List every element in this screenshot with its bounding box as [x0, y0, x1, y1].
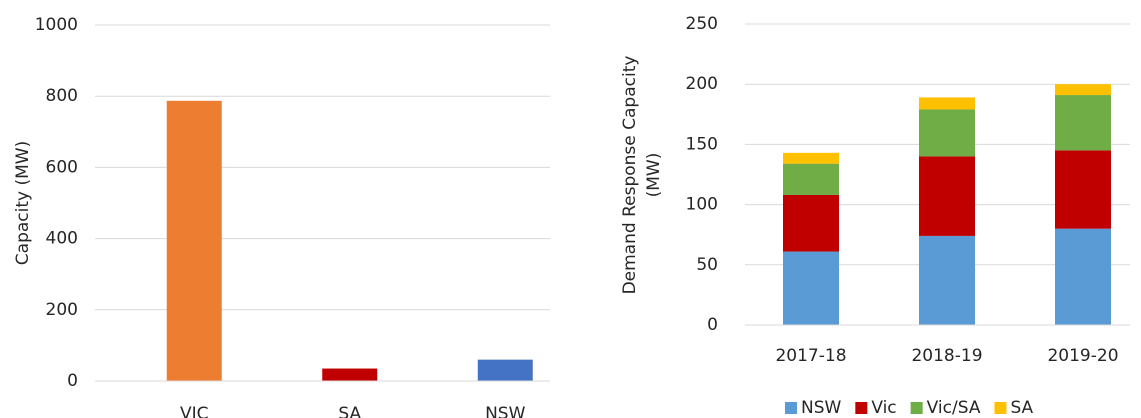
bar-segment: [919, 97, 975, 110]
y-tick-label: 50: [696, 255, 718, 275]
bar: [322, 368, 378, 381]
x-tick-label: SA: [338, 404, 361, 418]
y-tick-label: 200: [686, 74, 718, 94]
y-tick-label: 200: [46, 300, 78, 320]
x-tick-label: 2018-19: [911, 346, 982, 366]
y-tick-label: 0: [67, 371, 78, 391]
y-tick-label: 100: [686, 195, 718, 215]
bar-segment: [919, 109, 975, 157]
x-tick-label: NSW: [485, 404, 526, 418]
bar: [166, 100, 222, 381]
legend-label: SA: [1010, 398, 1033, 418]
legend-swatch: [910, 402, 923, 414]
legend-swatch: [855, 402, 868, 414]
y-axis-label: Demand Response Capacity (MW): [620, 55, 664, 295]
y-tick-label: 800: [46, 86, 78, 106]
y-tick-label: 400: [46, 229, 78, 249]
x-tick-label: 2019-20: [1047, 346, 1118, 366]
bar-segment: [919, 156, 975, 236]
legend-label: NSW: [801, 398, 842, 418]
bar-segment: [1055, 95, 1111, 151]
legend-swatch: [785, 402, 797, 414]
legend-label: Vic/SA: [927, 398, 981, 418]
bar-segment: [783, 152, 839, 164]
y-tick-label: 600: [46, 157, 78, 177]
bar-segment: [783, 163, 839, 195]
bar-segment: [919, 235, 975, 325]
bar-segment: [1055, 150, 1111, 229]
legend-label: Vic: [871, 398, 896, 418]
bar: [477, 359, 533, 381]
x-tick-label: VIC: [180, 404, 209, 418]
y-tick-label: 0: [707, 315, 718, 335]
y-axis-label: Capacity (MW): [13, 140, 33, 266]
y-tick-label: 1000: [35, 15, 78, 35]
x-tick-label: 2017-18: [775, 346, 846, 366]
y-tick-label: 150: [686, 134, 718, 154]
y-tick-label: 250: [686, 14, 718, 34]
bar-segment: [783, 251, 839, 325]
bar-segment: [1055, 84, 1111, 96]
legend-swatch: [994, 402, 1007, 414]
bar-segment: [1055, 228, 1111, 325]
bar-segment: [783, 194, 839, 252]
